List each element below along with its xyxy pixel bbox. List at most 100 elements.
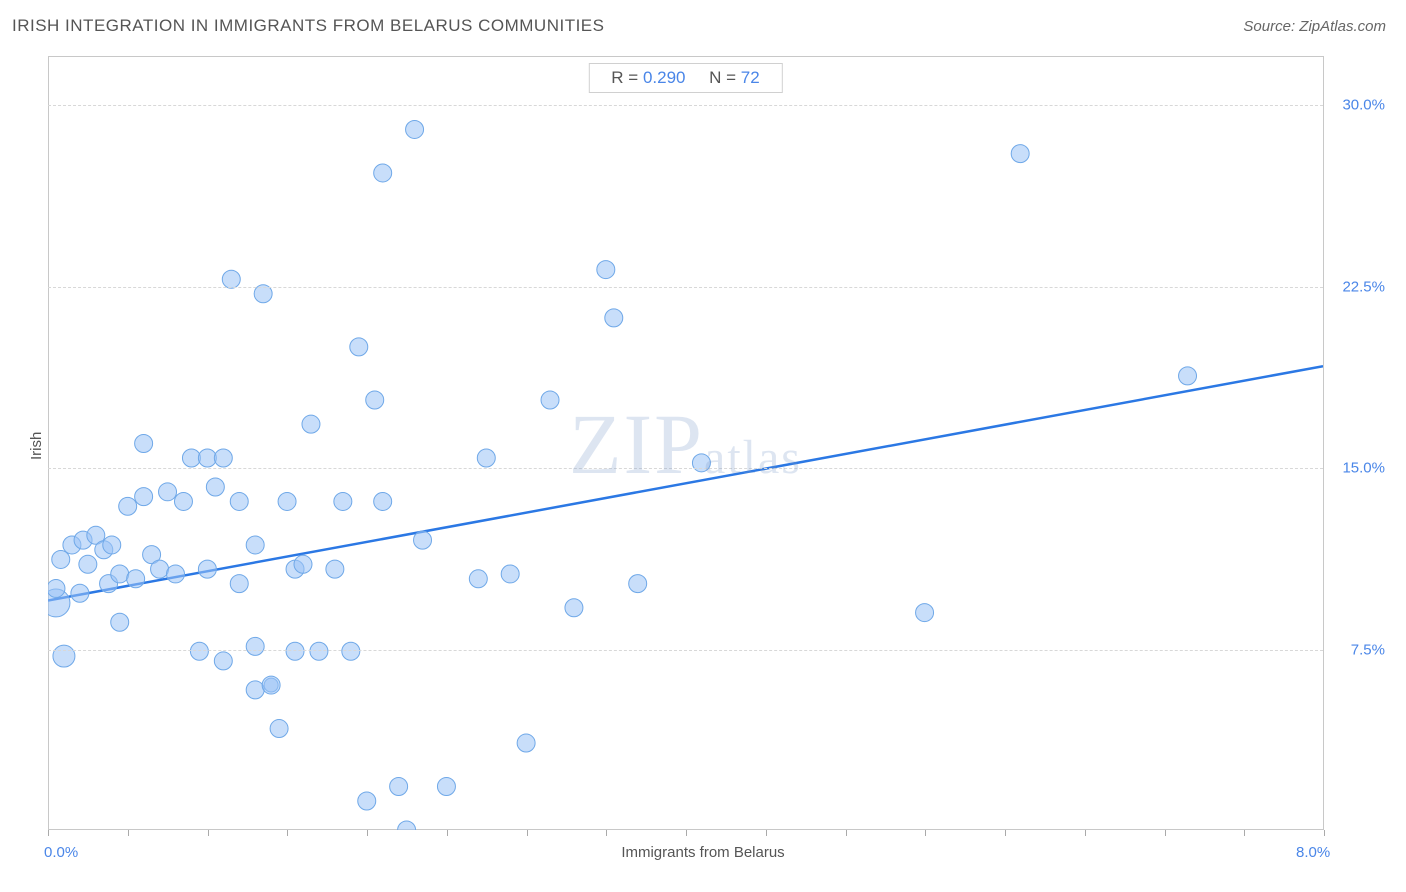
data-point: [111, 565, 129, 583]
x-tick: [447, 830, 448, 836]
data-point: [230, 575, 248, 593]
data-point: [286, 642, 304, 660]
data-point: [469, 570, 487, 588]
x-tick: [1324, 830, 1325, 836]
data-point: [565, 599, 583, 617]
data-point: [294, 555, 312, 573]
y-axis-title: Irish: [28, 432, 45, 460]
data-point: [366, 391, 384, 409]
data-point: [246, 637, 264, 655]
data-point: [52, 550, 70, 568]
y-tick-label: 22.5%: [1329, 278, 1385, 295]
data-point: [302, 415, 320, 433]
gridline-h: [48, 287, 1323, 288]
y-tick-label: 30.0%: [1329, 97, 1385, 114]
x-tick: [1005, 830, 1006, 836]
data-point: [541, 391, 559, 409]
y-tick-label: 7.5%: [1329, 641, 1385, 658]
data-point: [135, 488, 153, 506]
r-label: R =: [611, 68, 643, 87]
data-point: [597, 261, 615, 279]
data-point: [310, 642, 328, 660]
data-point: [262, 676, 280, 694]
stats-box: R = 0.290 N = 72: [588, 63, 782, 93]
x-tick: [925, 830, 926, 836]
data-point: [916, 604, 934, 622]
n-label: N =: [709, 68, 741, 87]
x-tick: [606, 830, 607, 836]
data-point: [629, 575, 647, 593]
data-point: [278, 492, 296, 510]
data-point: [390, 778, 408, 796]
x-tick: [208, 830, 209, 836]
data-point: [406, 120, 424, 138]
x-tick: [1085, 830, 1086, 836]
data-point: [53, 645, 75, 667]
data-point: [414, 531, 432, 549]
data-point: [174, 492, 192, 510]
x-tick: [48, 830, 49, 836]
gridline-h: [48, 468, 1323, 469]
data-point: [334, 492, 352, 510]
trend-line: [48, 366, 1323, 600]
x-tick: [766, 830, 767, 836]
x-tick: [367, 830, 368, 836]
data-point: [206, 478, 224, 496]
data-point: [398, 821, 416, 830]
source-prefix: Source:: [1243, 18, 1299, 35]
x-tick: [527, 830, 528, 836]
gridline-h: [48, 650, 1323, 651]
r-value: 0.290: [643, 68, 686, 87]
x-tick: [686, 830, 687, 836]
n-value: 72: [741, 68, 760, 87]
x-tick: [1244, 830, 1245, 836]
data-point: [246, 536, 264, 554]
data-point: [437, 778, 455, 796]
data-point: [198, 560, 216, 578]
x-tick: [1165, 830, 1166, 836]
data-point: [159, 483, 177, 501]
data-point: [246, 681, 264, 699]
data-point: [374, 492, 392, 510]
data-point: [48, 579, 65, 597]
x-tick: [128, 830, 129, 836]
data-point: [270, 720, 288, 738]
data-point: [71, 584, 89, 602]
data-point: [230, 492, 248, 510]
data-point: [358, 792, 376, 810]
data-point: [79, 555, 97, 573]
data-point: [111, 613, 129, 631]
data-point: [119, 497, 137, 515]
source-attribution: Source: ZipAtlas.com: [1243, 18, 1386, 35]
data-point: [477, 449, 495, 467]
data-point: [182, 449, 200, 467]
data-point: [167, 565, 185, 583]
data-point: [1011, 145, 1029, 163]
data-point: [214, 449, 232, 467]
data-point: [374, 164, 392, 182]
data-point: [190, 642, 208, 660]
chart-title: IRISH INTEGRATION IN IMMIGRANTS FROM BEL…: [12, 16, 605, 36]
y-tick-label: 15.0%: [1329, 460, 1385, 477]
gridline-h: [48, 105, 1323, 106]
data-point: [342, 642, 360, 660]
data-point: [127, 570, 145, 588]
source-name: ZipAtlas.com: [1299, 18, 1386, 35]
scatter-svg: [48, 57, 1323, 830]
x-tick: [287, 830, 288, 836]
data-point: [517, 734, 535, 752]
x-axis-title: Immigrants from Belarus: [0, 844, 1406, 861]
data-point: [326, 560, 344, 578]
data-point: [214, 652, 232, 670]
data-point: [135, 435, 153, 453]
data-point: [1179, 367, 1197, 385]
data-point: [198, 449, 216, 467]
data-point: [501, 565, 519, 583]
data-point: [151, 560, 169, 578]
data-point: [350, 338, 368, 356]
data-point: [222, 270, 240, 288]
data-point: [103, 536, 121, 554]
x-tick: [846, 830, 847, 836]
data-point: [605, 309, 623, 327]
chart-plot-area: R = 0.290 N = 72 ZIPatlas 7.5%15.0%22.5%…: [48, 56, 1324, 830]
